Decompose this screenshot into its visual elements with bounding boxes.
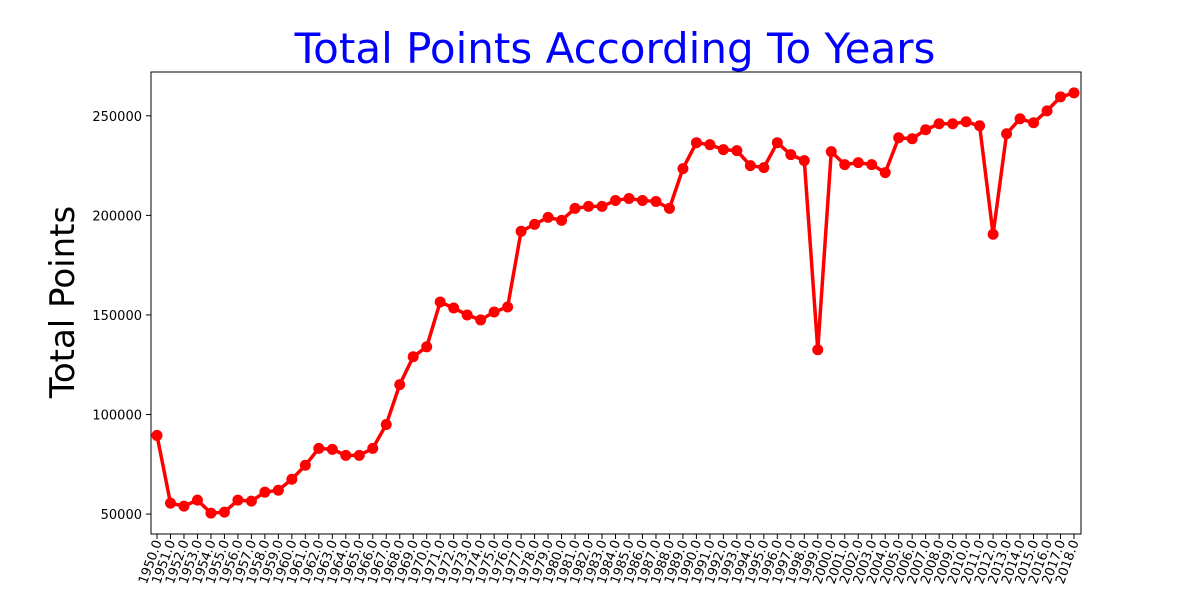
data-point [218, 506, 230, 518]
data-point [717, 144, 729, 156]
data-point [542, 211, 554, 223]
data-point [191, 494, 203, 506]
data-point [272, 484, 284, 496]
data-point [785, 149, 797, 161]
data-point [583, 200, 595, 212]
data-point [960, 116, 972, 128]
data-point [839, 159, 851, 171]
data-point [205, 507, 217, 519]
data-point [1001, 128, 1013, 140]
data-point [475, 314, 487, 326]
data-point [434, 296, 446, 308]
data-point [1014, 113, 1026, 125]
data-point [515, 225, 527, 237]
data-point [731, 145, 743, 157]
data-point [556, 214, 568, 226]
data-point [286, 473, 298, 485]
data-point [690, 137, 702, 149]
plot-area-frame [150, 71, 1082, 535]
y-tick-label: 150000 [92, 309, 142, 324]
y-axis: 50000 100000 150000 200000 250000 [92, 110, 151, 523]
x-axis: 1950.01951.01952.01953.01954.01955.01956… [136, 534, 1083, 586]
data-point [421, 341, 433, 353]
data-point [920, 124, 932, 136]
data-point [259, 486, 271, 498]
series-points [151, 87, 1080, 519]
data-point [704, 139, 716, 151]
data-point [812, 344, 824, 356]
data-point [866, 159, 878, 171]
data-point [178, 500, 190, 512]
data-point [1068, 87, 1080, 99]
data-point [825, 146, 837, 158]
y-axis-label: Total Points [43, 206, 83, 399]
data-point [326, 443, 338, 455]
data-point [448, 302, 460, 314]
data-point [744, 160, 756, 172]
data-point [879, 167, 891, 179]
data-point [663, 202, 675, 214]
data-point [461, 309, 473, 321]
data-point [151, 429, 163, 441]
data-point [771, 137, 783, 149]
data-point [232, 494, 244, 506]
data-point [758, 162, 770, 174]
data-point [569, 202, 581, 214]
data-point [1055, 91, 1067, 103]
data-point [245, 495, 257, 507]
data-point [367, 442, 379, 454]
data-point [529, 218, 541, 230]
data-point [340, 449, 352, 461]
data-point [677, 163, 689, 175]
data-point [353, 449, 365, 461]
data-point [394, 379, 406, 391]
data-point [380, 418, 392, 430]
data-point [488, 306, 500, 318]
y-tick-label: 200000 [92, 209, 142, 224]
data-point [650, 195, 662, 207]
data-point [407, 351, 419, 363]
data-point [974, 120, 986, 132]
data-point [987, 228, 999, 240]
y-tick-label: 250000 [92, 110, 142, 125]
data-point [933, 118, 945, 130]
data-point [852, 157, 864, 169]
data-point [596, 200, 608, 212]
data-point [636, 194, 648, 206]
data-point [610, 194, 621, 206]
data-point [1028, 117, 1040, 129]
data-point [947, 118, 959, 130]
data-point [798, 155, 810, 167]
series-line [155, 91, 1075, 515]
data-point [623, 192, 635, 204]
data-point [299, 459, 311, 471]
y-tick-label: 100000 [92, 409, 142, 424]
chart-title: Total Points According To Years [294, 24, 936, 73]
data-point [313, 442, 325, 454]
data-point [906, 133, 918, 145]
data-point [893, 132, 905, 144]
data-point [502, 301, 514, 313]
y-tick-label: 50000 [101, 508, 142, 523]
data-point [1041, 105, 1053, 117]
data-point [164, 497, 176, 509]
